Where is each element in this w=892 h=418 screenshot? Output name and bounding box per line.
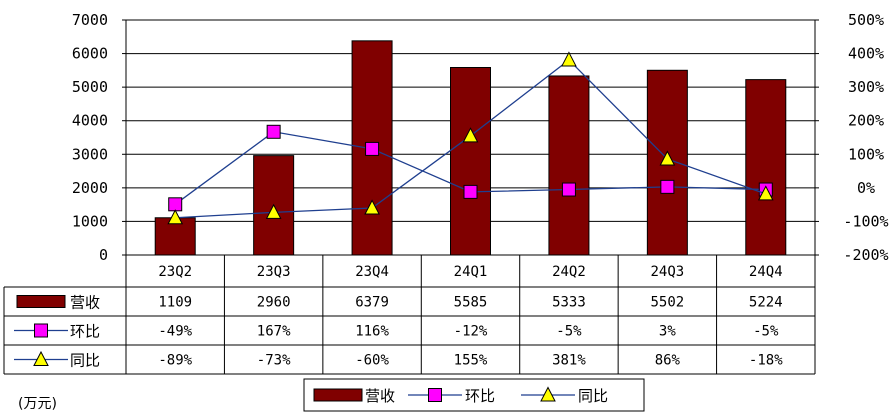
left-tick-label: 7000 [72,11,108,29]
left-tick-label: 6000 [72,45,108,63]
unit-note: (万元) [18,396,57,412]
category-label: 24Q1 [454,264,488,280]
point-triangle-24Q2 [561,51,577,67]
table-cell: -60% [355,353,389,369]
bar-layer [154,40,787,256]
category-label: 24Q4 [749,264,783,280]
table-cell: 155% [454,353,488,369]
point-square-23Q3 [266,124,281,139]
table-cell: -12% [454,324,488,340]
row-header: 同比 [70,352,100,370]
right-tick-label: 200% [848,112,884,130]
legend-key-square [428,388,442,402]
table-cell: 5224 [749,295,783,311]
left-tick-label: 3000 [72,145,108,163]
table-cell: 381% [552,353,586,369]
point-square-23Q4 [365,141,380,156]
point-square-23Q2 [168,197,183,212]
table-cell: -5% [556,324,582,340]
point-triangle-24Q3 [659,150,676,166]
left-tick-label: 5000 [72,78,108,96]
point-triangle-24Q4 [757,185,774,201]
table-cell: 2960 [257,295,291,311]
line-layer [167,51,774,225]
legend-label: 同比 [578,387,608,405]
legend-key-bar [313,388,363,402]
category-label: 23Q3 [257,264,291,280]
table-cell: 1109 [158,295,192,311]
point-square-24Q2 [561,182,576,197]
left-tick-label: 4000 [72,112,108,130]
row-header: 环比 [70,323,100,341]
right-tick-label: -100% [843,212,888,230]
category-label: 23Q4 [355,264,389,280]
right-tick-label: 100% [848,145,884,163]
table-cell: 167% [257,324,291,340]
left-tick-label: 1000 [72,212,108,230]
point-triangle-23Q2 [167,209,184,225]
point-square-24Q1 [463,184,478,199]
table-cell: -5% [753,324,779,340]
table-cell: -89% [158,353,192,369]
table-cell: 3% [659,324,676,340]
right-tick-label: -200% [843,246,888,264]
category-label: 23Q2 [158,264,192,280]
row-key-triangle [33,350,49,366]
table-cell: 6379 [355,295,389,311]
table-cell: -49% [158,324,192,340]
legend-label: 营收 [365,387,395,405]
bar-24Q2 [548,75,590,256]
data-table: 23Q2 23Q3 23Q4 24Q1 24Q2 24Q3 24Q4 营收 1109 2960 63… [3,255,816,375]
right-tick-label: 400% [848,45,884,63]
category-label: 24Q2 [552,264,586,280]
category-label: 24Q3 [650,264,684,280]
row-key-bar [16,295,66,308]
right-tick-label: 500% [848,11,884,29]
row-key-square [34,323,48,338]
bar-24Q1 [450,67,491,256]
legend: 营收 环比 同比 [303,378,645,412]
left-tick-label: 0 [99,246,108,264]
axis-layer: 0 1000 2000 3000 4000 5000 6000 7000 -200% -100% 0… [72,11,889,264]
right-tick-label: 300% [848,78,884,96]
table-cell: 5502 [650,295,684,311]
point-triangle-23Q3 [265,203,282,219]
bar-24Q4 [745,79,787,256]
table-cell: -18% [749,353,783,369]
point-triangle-23Q4 [364,199,380,215]
right-tick-label: 0% [857,179,875,197]
legend-label: 环比 [465,387,495,405]
table-cell: 5585 [454,295,488,311]
table-cell: -73% [257,353,291,369]
table-cell: 86% [655,353,681,369]
point-triangle-24Q1 [462,127,479,143]
point-square-24Q3 [660,179,675,194]
row-header: 营收 [70,294,100,312]
table-cell: 116% [355,324,389,340]
table-cell: 5333 [552,295,586,311]
legend-key-triangle [540,386,556,402]
left-tick-label: 2000 [72,179,108,197]
